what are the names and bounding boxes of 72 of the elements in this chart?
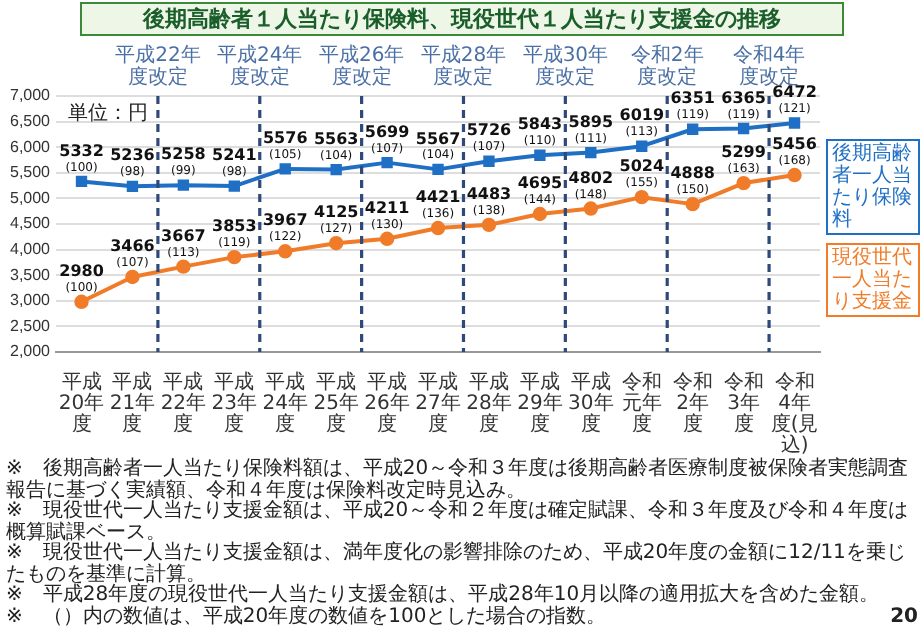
x-tick-label: 平成24年度 [262, 369, 308, 436]
point [481, 217, 497, 233]
y-tick-label: 4,500 [9, 214, 52, 233]
x-tick-label: 平成22年度 [160, 369, 207, 436]
point [432, 163, 444, 176]
x-tick-label: 平成25年度 [313, 369, 359, 436]
text: 令和2年度改定 [630, 43, 704, 90]
x-tick-label: 令和元年度 [621, 369, 662, 436]
y-tick-label: 2,500 [9, 316, 52, 335]
x-tick-label: 平成28年度 [466, 369, 512, 436]
x-tick-label: 平成20年度 [58, 369, 105, 436]
point [483, 155, 495, 167]
point [634, 189, 649, 205]
point [687, 123, 699, 135]
point [685, 196, 700, 212]
text: 平成26年度改定 [318, 43, 405, 90]
point [125, 269, 140, 285]
chart-title: 後期高齢者１人当たり保険料、現役世代１人当たり支援金の推移 [80, 2, 844, 36]
point [737, 122, 750, 135]
point [177, 179, 190, 191]
point [736, 175, 751, 191]
series-label: 後期高齢者一人当たり保険料 [832, 141, 912, 232]
point [532, 206, 548, 222]
point [430, 220, 446, 236]
y-tick-label: 5,500 [9, 163, 52, 182]
x-tick-label: 平成30年度 [568, 369, 614, 436]
point [788, 117, 801, 129]
point [381, 156, 393, 169]
x-tick-label: 平成29年度 [517, 369, 563, 436]
x-tick-label: 平成21年度 [109, 369, 156, 436]
point [75, 175, 88, 188]
text: 20 [890, 605, 918, 628]
x-tick-label: 令和3年度 [723, 369, 764, 436]
y-tick-label: 7,000 [9, 86, 52, 105]
point [330, 163, 342, 176]
point [379, 231, 395, 246]
y-tick-label: 2,000 [9, 342, 52, 361]
point [787, 167, 802, 183]
point [227, 249, 242, 265]
point [583, 201, 599, 216]
text: ※ （）内の数値は、平成20年度の数値を100とした場合の指数。 [6, 605, 607, 627]
text: ※ 現役世代一人当たり支援金額は、平成20～令和２年度は確定賦課、令和３年度及び令和４年度は概算賦課ベース。 [6, 500, 911, 543]
point [228, 180, 240, 192]
text: ※ 平成28年度の現役世代一人当たり支援金額は、平成28年10月以降の適用拡大を含めた金額。 [6, 584, 882, 606]
y-tick-label: 3,500 [9, 265, 52, 284]
text: 平成22年度改定 [115, 43, 201, 90]
x-tick-label: 令和4年度(見込) [770, 369, 819, 457]
text: ※ 後期高齢者一人当たり保険料額は、平成20～令和３年度は後期高齢者医療制度被保険者実態調査報告に基づく実績額、令和４年度は保険料改定時見込み。 [6, 458, 911, 501]
annotation: 単位：円 [68, 101, 149, 126]
text: ※ 現役世代一人当たり支援金額は、満年度化の影響排除のため、平成20年度の金額に12/11を乗じたものを基準に計算。 [6, 542, 908, 585]
text: 現役世代一人当たり支援金 [832, 245, 912, 314]
y-tick-label: 3,000 [9, 291, 52, 310]
point [126, 180, 139, 192]
point [585, 146, 597, 159]
x-tick-label: 平成23年度 [211, 369, 258, 436]
point [636, 140, 648, 152]
point [279, 163, 291, 175]
x-tick-label: 令和2年度 [672, 369, 713, 436]
x-tick-label: 平成27年度 [415, 369, 461, 436]
point [278, 244, 293, 259]
point [74, 294, 89, 310]
y-tick-label: 4,000 [9, 240, 52, 259]
text: 平成30年度改定 [522, 43, 609, 90]
y-tick-label: 5,000 [9, 188, 52, 207]
point [328, 236, 344, 251]
point [176, 259, 191, 274]
x-tick-label: 平成26年度 [364, 369, 410, 436]
y-tick-label: 6,000 [9, 137, 52, 156]
text: 平成24年度改定 [217, 43, 303, 90]
y-tick-label: 6,500 [9, 112, 52, 131]
text: 平成28年度改定 [420, 43, 507, 90]
point [534, 149, 546, 161]
